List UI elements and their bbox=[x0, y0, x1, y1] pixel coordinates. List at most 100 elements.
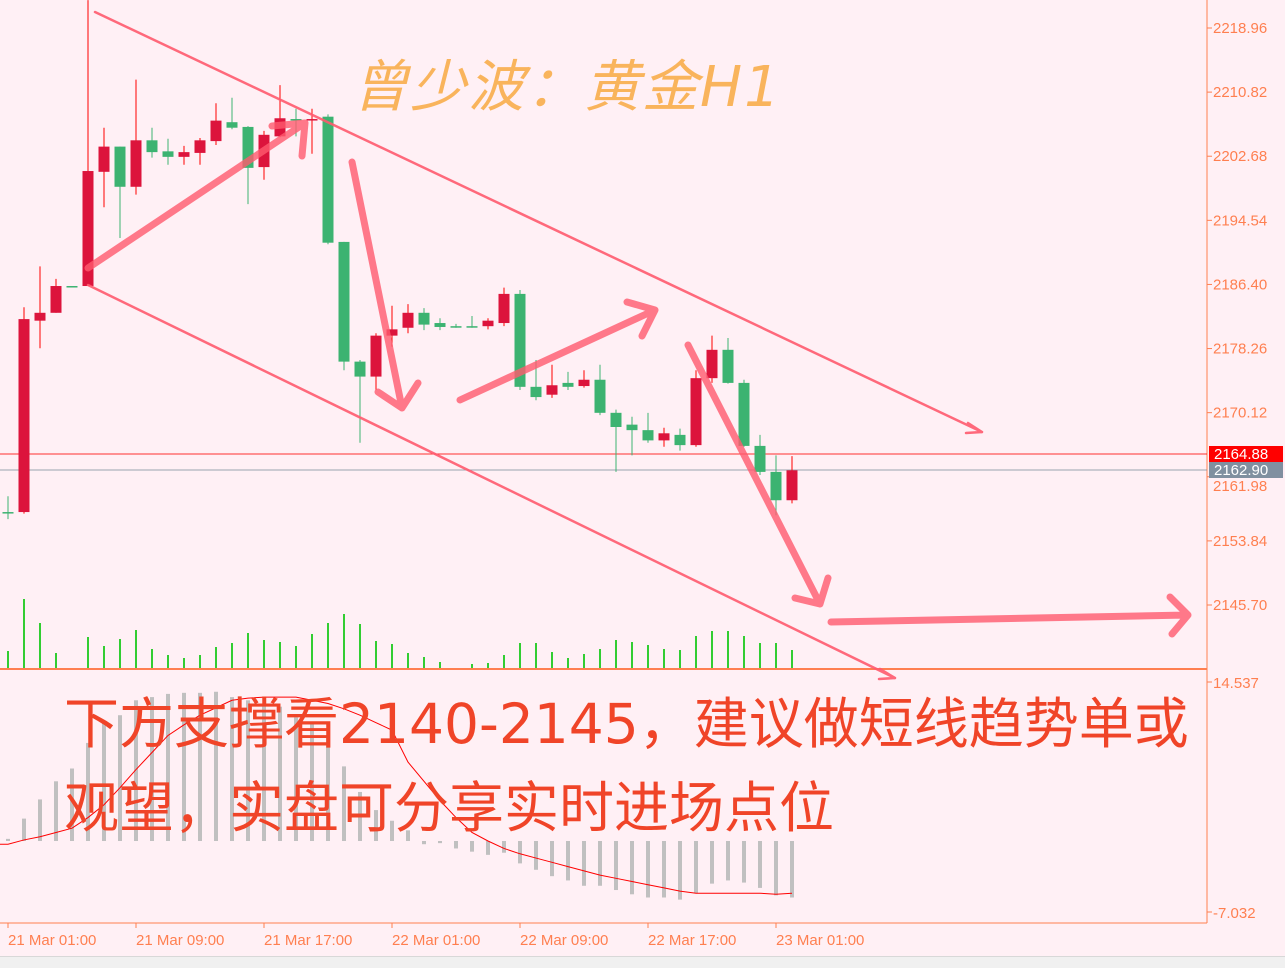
candle-bearish bbox=[610, 412, 622, 427]
macd-histogram-bar bbox=[694, 841, 698, 894]
candle-bearish bbox=[290, 119, 302, 121]
volume-bar bbox=[87, 637, 89, 668]
arrow-down-2[interactable] bbox=[684, 341, 832, 608]
volume-bar bbox=[711, 631, 713, 668]
arrow-down-1[interactable] bbox=[348, 158, 422, 412]
macd-histogram-bar bbox=[166, 693, 170, 841]
volume-bar bbox=[679, 650, 681, 668]
volume-bar bbox=[247, 633, 249, 668]
x-tick-label: 23 Mar 01:00 bbox=[776, 932, 864, 949]
macd-histogram-bar bbox=[134, 700, 138, 841]
price-tag-bg bbox=[1209, 446, 1283, 462]
volume-bar bbox=[695, 636, 697, 668]
volume-bar bbox=[423, 657, 425, 668]
x-tick-label: 21 Mar 01:00 bbox=[8, 932, 96, 949]
volume-bar bbox=[727, 631, 729, 668]
candle-bearish bbox=[146, 140, 158, 153]
candle-bearish bbox=[514, 293, 526, 387]
channel-upper-line[interactable] bbox=[93, 10, 984, 435]
channel-lower-line[interactable] bbox=[86, 283, 897, 681]
candles bbox=[2, 0, 798, 520]
volume-bar bbox=[647, 645, 649, 668]
macd-histogram-bar bbox=[86, 742, 90, 841]
candle-bullish bbox=[498, 293, 510, 324]
x-tick-label: 21 Mar 17:00 bbox=[264, 932, 352, 949]
macd-histogram-bar bbox=[22, 818, 26, 841]
volume-bar bbox=[327, 623, 329, 668]
volume-bar bbox=[439, 662, 441, 668]
volume-bar bbox=[183, 658, 185, 668]
volume-bar bbox=[615, 640, 617, 668]
y-tick-label: 2218.96 bbox=[1213, 20, 1267, 37]
bottom-scrollbar-strip[interactable] bbox=[0, 956, 1285, 968]
x-tick-label: 22 Mar 17:00 bbox=[648, 932, 736, 949]
macd-histogram-bar bbox=[422, 841, 426, 845]
macd-histogram-bar bbox=[630, 841, 634, 895]
macd-histogram-bar bbox=[550, 841, 554, 877]
macd-histogram-bar bbox=[598, 841, 602, 886]
candle-bullish bbox=[706, 349, 718, 379]
volume-bar bbox=[471, 664, 473, 668]
volume-bar bbox=[407, 653, 409, 668]
volume-bar bbox=[39, 623, 41, 668]
macd-histogram-bar bbox=[710, 841, 714, 884]
macd-histogram-bar bbox=[502, 841, 506, 853]
macd-histogram-bar bbox=[774, 841, 778, 896]
macd-histogram-bar bbox=[614, 841, 618, 891]
y-tick-label: 2153.84 bbox=[1213, 533, 1267, 550]
macd-histogram-bar bbox=[662, 841, 666, 898]
candle-bullish bbox=[178, 152, 190, 157]
candle-bullish bbox=[98, 146, 110, 172]
y-tick-label: 2194.54 bbox=[1213, 212, 1267, 229]
candle-bullish bbox=[690, 378, 702, 446]
macd-histogram-bar bbox=[342, 766, 346, 841]
volume-bar bbox=[7, 651, 9, 668]
volume-bar bbox=[583, 654, 585, 668]
macd-panel bbox=[0, 691, 794, 900]
macd-histogram-bar bbox=[246, 700, 250, 841]
candle-bearish bbox=[242, 126, 254, 168]
arrow-up-2[interactable] bbox=[456, 298, 659, 404]
macd-histogram-bar bbox=[390, 820, 394, 841]
candle-bearish bbox=[770, 471, 782, 501]
macd-histogram-bar bbox=[54, 781, 58, 841]
candle-bullish bbox=[306, 119, 318, 121]
volume-bar bbox=[487, 663, 489, 668]
candle-bullish bbox=[786, 470, 798, 501]
price-axis: 2218.96 2210.82 2202.68 2194.54 2186.40 2178.… bbox=[1207, 20, 1267, 922]
candle-bullish bbox=[482, 320, 494, 327]
candle-bearish bbox=[354, 361, 366, 377]
volume-bar bbox=[263, 640, 265, 668]
volume-bar bbox=[167, 655, 169, 668]
candle-bullish bbox=[34, 312, 46, 321]
volume-bar bbox=[375, 641, 377, 668]
macd-histogram-bar bbox=[742, 841, 746, 883]
candle-bullish bbox=[658, 433, 670, 441]
candle-bearish bbox=[162, 151, 174, 157]
trend-drawings[interactable] bbox=[84, 10, 1192, 681]
candle-bearish bbox=[738, 382, 750, 446]
candle-bearish bbox=[322, 116, 334, 243]
candle-bearish bbox=[338, 241, 350, 362]
y-tick-label: 2170.12 bbox=[1213, 405, 1267, 422]
macd-histogram-bar bbox=[406, 830, 410, 841]
volume-bar bbox=[119, 639, 121, 668]
price-lines bbox=[0, 453, 1207, 471]
volume-bar bbox=[295, 646, 297, 668]
volume-bar bbox=[103, 646, 105, 668]
arrow-up-1[interactable] bbox=[84, 119, 309, 272]
volume-bar bbox=[359, 624, 361, 668]
candle-bullish bbox=[578, 379, 590, 387]
candle-bullish bbox=[210, 120, 222, 142]
arrow-right[interactable] bbox=[827, 593, 1192, 638]
macd-histogram-bar bbox=[102, 722, 106, 841]
volume-bar bbox=[391, 644, 393, 668]
macd-histogram-bar bbox=[198, 692, 202, 841]
y-tick-label: 2186.40 bbox=[1213, 276, 1267, 293]
macd-signal-line bbox=[0, 696, 793, 895]
volume-bar bbox=[551, 652, 553, 668]
price-tag-label: 2162.90 bbox=[1214, 462, 1268, 479]
candle-bullish bbox=[18, 319, 30, 513]
